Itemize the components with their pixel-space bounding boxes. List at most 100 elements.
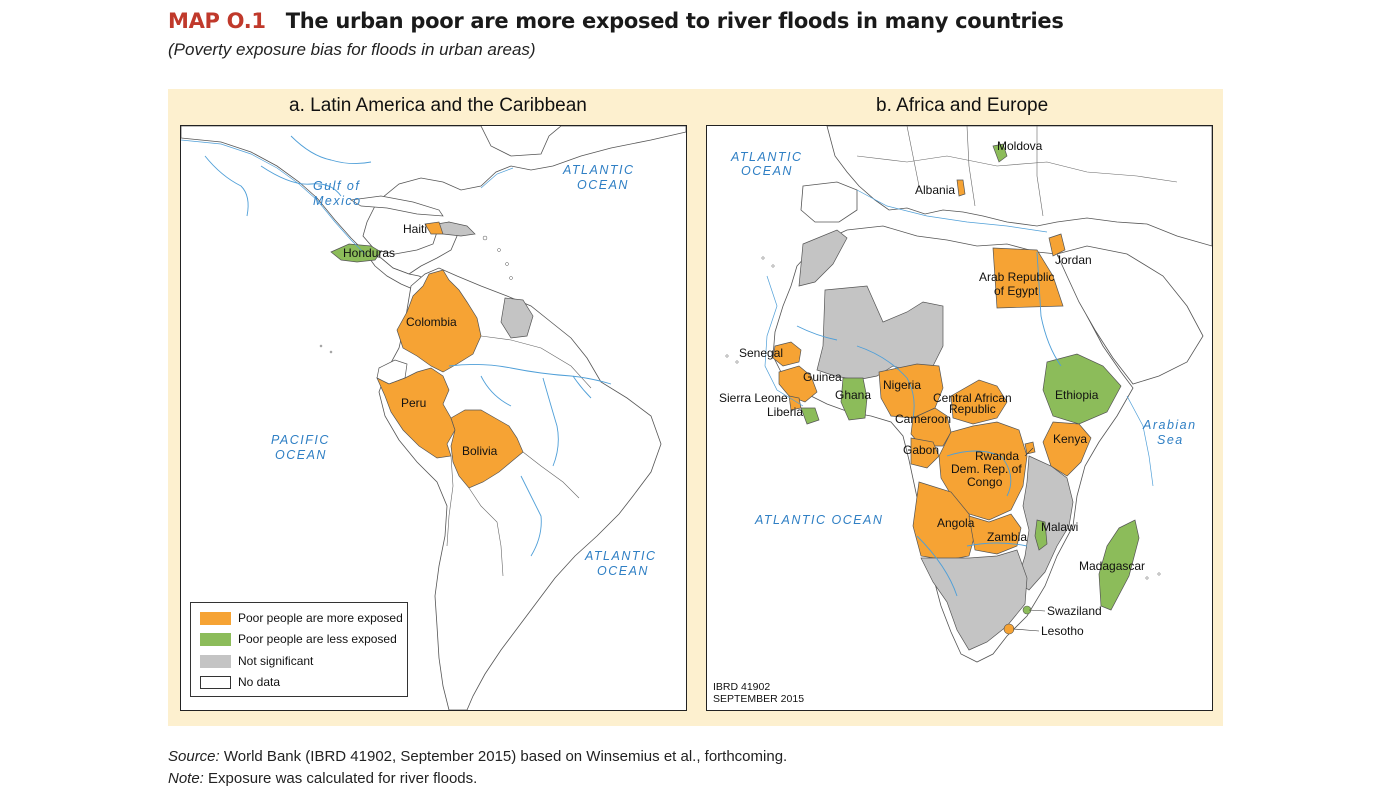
map-title: The urban poor are more exposed to river… [285, 9, 1064, 33]
country-label-angola: Angola [937, 516, 975, 530]
ocean-label-gulf-of: Gulf of [313, 179, 360, 193]
map-legend: Poor people are more exposed Poor people… [190, 602, 408, 697]
legend-label-not-significant: Not significant [238, 654, 314, 668]
central-african-republic-shape [950, 379, 1008, 425]
panel-a-title: a. Latin America and the Caribbean [289, 95, 587, 116]
country-label-guinea: Guinea [803, 370, 842, 384]
legend-swatch-more-exposed [200, 612, 231, 626]
ethiopia-shape [1042, 353, 1122, 425]
country-label-central-african-line1: Central African [933, 391, 1012, 405]
honduras-shape [330, 243, 382, 263]
country-label-lesotho: Lesotho [1041, 624, 1084, 638]
country-label-gabon: Gabon [903, 443, 939, 457]
country-label-honduras: Honduras [343, 246, 395, 260]
country-label-ghana: Ghana [835, 388, 871, 402]
ibrd-stamp-id: IBRD 41902 [713, 681, 771, 693]
country-label-swaziland: Swaziland [1047, 604, 1102, 618]
country-label-drc-line1: Dem. Rep. of [951, 462, 1022, 476]
country-label-madagascar: Madagascar [1079, 559, 1145, 573]
panel-b-title: b. Africa and Europe [876, 95, 1049, 116]
coastline-water-africa [764, 189, 1154, 487]
latin-america-map-svg: Gulf of Mexico ATLANTIC OCEAN PACIFIC OC… [181, 126, 686, 710]
angola-shape [912, 481, 976, 561]
ibrd-stamp: IBRD 41902 SEPTEMBER 2015 [713, 681, 804, 705]
colombia-shape [396, 269, 482, 373]
albania-shape [956, 179, 966, 197]
ocean-label-ocean-north: OCEAN [741, 164, 793, 178]
legend-swatch-no-data [200, 676, 231, 690]
africa-europe-map: ATLANTIC OCEAN ATLANTIC OCEAN Arabian Se… [706, 125, 1213, 711]
egypt-shape [992, 247, 1064, 309]
ocean-label-pacific: PACIFIC [271, 433, 330, 447]
footer-source-label: Source: [168, 748, 220, 765]
moldova-shape [992, 143, 1008, 163]
footer-source-text: World Bank (IBRD 41902, September 2015) … [219, 748, 788, 765]
ocean-label-ocean-south: OCEAN [597, 564, 649, 578]
footer-note-label: Note: [168, 770, 204, 787]
africa-europe-map-svg: ATLANTIC OCEAN ATLANTIC OCEAN Arabian Se… [719, 126, 1212, 663]
ibrd-stamp-date: SEPTEMBER 2015 [713, 693, 805, 705]
legend-item-more-exposed: Poor people are more exposed [200, 611, 403, 627]
map-subtitle: (Poverty exposure bias for floods in urb… [168, 40, 536, 59]
country-label-senegal: Senegal [739, 346, 783, 360]
country-label-colombia: Colombia [406, 315, 457, 329]
southern-africa-grey-region [920, 549, 1028, 651]
north-america-landmass [181, 126, 686, 275]
country-label-central-african-line2: Republic [949, 402, 996, 416]
ocean-label-atlantic-ocean-south: ATLANTIC OCEAN [754, 513, 883, 527]
senegal-shape [772, 341, 802, 367]
liberia-shape [800, 407, 820, 425]
ocean-label-mexico: Mexico [313, 194, 362, 208]
legend-label-less-exposed: Poor people are less exposed [238, 632, 397, 646]
legend-label-more-exposed: Poor people are more exposed [238, 611, 403, 625]
legend-swatch-less-exposed [200, 633, 231, 647]
western-sahara-shape [798, 229, 848, 287]
cameroon-shape [910, 407, 952, 447]
ghana-shape [840, 377, 868, 421]
country-label-rwanda: Rwanda [975, 449, 1019, 463]
arabian-peninsula [1056, 245, 1204, 385]
rivers-africa [796, 251, 1062, 597]
ocean-label-ocean-north: OCEAN [577, 178, 629, 192]
country-label-haiti: Haiti [403, 222, 427, 236]
country-label-moldova: Moldova [997, 139, 1043, 153]
footer-note-text: Exposure was calculated for river floods… [203, 770, 478, 787]
europe-borders [856, 126, 1178, 217]
ocean-label-arabian: Arabian [1142, 418, 1197, 432]
country-label-sierra-leone: Sierra Leone [719, 391, 788, 405]
country-label-peru: Peru [401, 396, 426, 410]
footer-note: Note: Exposure was calculated for river … [168, 770, 477, 787]
legend-item-not-significant: Not significant [200, 654, 313, 670]
map-header: MAP O.1 The urban poor are more exposed t… [168, 9, 1064, 33]
iberia-landmass [800, 181, 858, 223]
madagascar-shape [1098, 519, 1140, 611]
country-label-kenya: Kenya [1053, 432, 1087, 446]
country-label-jordan: Jordan [1055, 253, 1092, 267]
europe-landmass [826, 126, 1212, 247]
map-code: MAP O.1 [168, 9, 266, 33]
country-label-albania: Albania [915, 183, 955, 197]
country-label-nigeria: Nigeria [883, 378, 921, 392]
kenya-shape [1042, 421, 1092, 477]
gabon-shape [910, 437, 940, 469]
country-label-egypt-line1: Arab Republic [979, 270, 1054, 284]
country-label-bolivia: Bolivia [462, 444, 498, 458]
country-label-zambia: Zambia [987, 530, 1027, 544]
bolivia-shape [450, 409, 524, 489]
ocean-label-pacific-ocean: OCEAN [275, 448, 327, 462]
guinea-shape [778, 365, 818, 403]
country-label-liberia: Liberia [767, 405, 803, 419]
country-label-cameroon: Cameroon [895, 412, 951, 426]
ocean-label-atlantic-south: ATLANTIC [584, 549, 657, 563]
haiti-shape [424, 221, 444, 235]
cuba-shape [349, 195, 444, 217]
malawi-shape [1034, 519, 1048, 551]
lesotho-shape [1003, 623, 1015, 635]
legend-item-no-data: No data [200, 675, 280, 691]
country-borders [446, 335, 592, 577]
jordan-shape [1048, 233, 1066, 257]
ocean-label-atlantic-north: ATLANTIC [730, 150, 803, 164]
legend-swatch-not-significant [200, 655, 231, 669]
country-label-drc-line2: Congo [967, 475, 1003, 489]
legend-label-no-data: No data [238, 675, 281, 689]
